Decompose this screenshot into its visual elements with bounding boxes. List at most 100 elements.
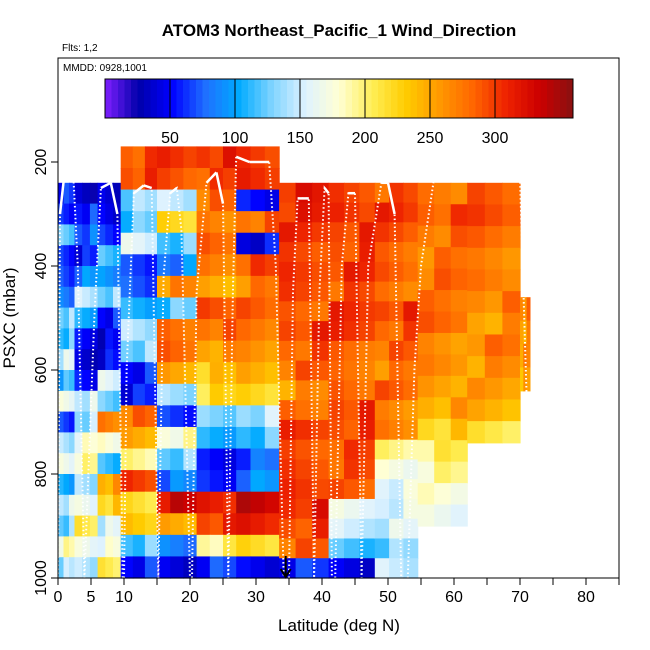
heat-cell xyxy=(264,189,280,212)
heat-cell xyxy=(69,432,76,454)
heat-cell xyxy=(250,491,266,514)
heat-cell xyxy=(434,504,452,527)
heat-cell xyxy=(389,439,404,461)
heat-cell xyxy=(389,182,404,204)
heat-cell xyxy=(328,400,345,421)
heat-cell xyxy=(144,275,158,299)
flight-track-level xyxy=(235,155,250,164)
heat-cell xyxy=(417,204,435,227)
heat-cell xyxy=(523,297,528,322)
colorbar-swatch xyxy=(443,79,450,118)
colorbar-swatch xyxy=(430,79,437,118)
heat-cell xyxy=(120,534,134,558)
heat-cell xyxy=(196,232,211,255)
heat-cell xyxy=(264,534,280,558)
heat-cell xyxy=(113,370,122,392)
heat-cell xyxy=(295,242,313,263)
flight-track-level xyxy=(58,172,66,215)
heat-cell xyxy=(157,405,171,428)
heat-cell xyxy=(196,556,211,579)
heat-cell xyxy=(502,204,521,227)
heat-cell xyxy=(312,202,330,223)
heat-cell xyxy=(132,297,146,320)
heat-cell xyxy=(74,557,83,579)
x-tick-label: 80 xyxy=(577,589,595,606)
heat-cell xyxy=(223,254,237,277)
heat-cell xyxy=(344,281,360,302)
heat-cell xyxy=(344,261,360,283)
heat-cell xyxy=(209,513,224,536)
heat-cell xyxy=(502,377,521,401)
heat-cell xyxy=(467,247,486,271)
heat-cell xyxy=(97,286,106,309)
heat-cell xyxy=(312,419,330,441)
heat-cell xyxy=(157,189,171,212)
heat-cell xyxy=(170,491,184,514)
heat-cell xyxy=(105,182,114,205)
heat-cell xyxy=(450,268,468,291)
heat-cell xyxy=(359,281,376,302)
heat-cell xyxy=(113,203,122,225)
heat-cell xyxy=(236,254,252,277)
heat-cell xyxy=(209,383,224,406)
heat-cell xyxy=(209,319,224,342)
heat-cell xyxy=(264,383,280,406)
flight-track-level xyxy=(169,187,178,195)
heat-cell xyxy=(389,380,404,401)
heat-cell xyxy=(170,167,184,191)
heat-cell xyxy=(359,558,376,579)
heat-cell xyxy=(144,426,158,450)
heat-cell xyxy=(250,146,266,169)
heat-cell xyxy=(58,453,65,475)
heat-cell xyxy=(295,518,313,540)
heat-cell xyxy=(434,332,452,355)
x-axis-label: Latitude (deg N) xyxy=(278,616,400,635)
heat-cell xyxy=(236,297,252,320)
heat-cell xyxy=(82,182,91,205)
colorbar-tick-label: 250 xyxy=(417,130,444,147)
colorbar-swatch xyxy=(222,79,229,118)
arrow-marker xyxy=(279,556,292,579)
heat-cell xyxy=(264,556,280,579)
heat-cell xyxy=(97,557,106,579)
heat-cell xyxy=(359,321,376,342)
heat-cell xyxy=(484,204,503,227)
heat-cell xyxy=(63,411,70,433)
heat-cell xyxy=(196,426,211,450)
heat-cell xyxy=(132,405,146,428)
flight-track-level xyxy=(386,182,396,215)
heat-cell xyxy=(374,439,390,461)
colorbar-swatch xyxy=(365,79,372,118)
heat-cell xyxy=(223,513,237,536)
heat-cell xyxy=(417,268,435,291)
heat-cell xyxy=(295,321,313,342)
heat-cell xyxy=(279,518,297,540)
colorbar-swatch xyxy=(215,79,223,118)
heat-cell xyxy=(196,491,211,514)
heat-cell xyxy=(328,419,345,441)
heat-cell xyxy=(359,202,376,223)
heat-cell xyxy=(374,281,390,302)
heat-cell xyxy=(89,203,99,225)
heat-cell xyxy=(105,286,114,309)
heat-cell xyxy=(105,370,114,392)
colorbar-swatch xyxy=(345,79,353,118)
heat-cell xyxy=(223,534,237,558)
heat-cell xyxy=(450,204,468,227)
heat-cell xyxy=(74,515,83,537)
heat-cell xyxy=(450,311,468,334)
colorbar-swatch xyxy=(469,79,476,118)
heat-cell xyxy=(82,432,91,454)
heat-cell xyxy=(170,362,184,385)
colorbar-tick-label: 300 xyxy=(482,130,509,147)
heat-cell xyxy=(69,494,76,517)
heat-cell xyxy=(105,474,114,496)
colorbar-swatch xyxy=(137,79,145,118)
heat-cell xyxy=(236,556,252,579)
heat-cell xyxy=(434,182,452,205)
heat-cell xyxy=(403,242,419,263)
heat-cell xyxy=(196,405,211,428)
heat-cell xyxy=(89,182,99,205)
heat-cell xyxy=(312,518,330,540)
heat-cell xyxy=(417,247,435,270)
